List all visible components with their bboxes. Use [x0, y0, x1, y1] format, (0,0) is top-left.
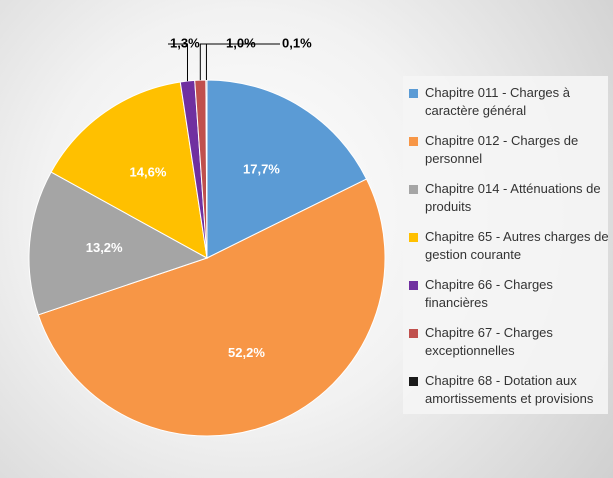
data-label: 52,2%	[228, 345, 265, 360]
legend-swatch	[409, 89, 418, 98]
legend-label: Chapitre 011 - Charges à caractère génér…	[425, 85, 571, 118]
data-label: 17,7%	[243, 162, 280, 177]
legend-swatch	[409, 329, 418, 338]
legend-label: Chapitre 014 - Atténuations de produits	[425, 181, 601, 214]
pie-slice	[50, 81, 208, 259]
data-label: 0,1%	[282, 35, 312, 50]
legend-label: Chapitre 65 - Autres charges de gestion …	[425, 229, 609, 262]
legend-swatch	[409, 233, 418, 242]
pie-slice	[206, 79, 368, 259]
legend-swatch	[409, 281, 418, 290]
leader-line	[168, 43, 188, 82]
data-label: 1,0%	[226, 35, 256, 50]
legend-label: Chapitre 66 - Charges financières	[425, 277, 553, 310]
legend-swatch	[409, 137, 418, 146]
leader-line	[205, 43, 280, 81]
legend: Chapitre 011 - Charges à caractère génér…	[403, 76, 609, 414]
leader-line	[199, 43, 224, 81]
legend-label: Chapitre 68 - Dotation aux amortissement…	[425, 373, 594, 406]
data-label: 13,2%	[86, 240, 123, 255]
pie-slice	[28, 171, 209, 316]
legend-label: Chapitre 012 - Charges de personnel	[425, 133, 579, 166]
legend-swatch	[409, 185, 418, 194]
legend-label: Chapitre 67 - Charges exceptionnelles	[425, 325, 553, 358]
data-label: 1,3%	[170, 35, 200, 50]
legend-swatch	[409, 377, 418, 386]
data-label: 14,6%	[130, 165, 167, 180]
pie-slice	[37, 178, 386, 437]
